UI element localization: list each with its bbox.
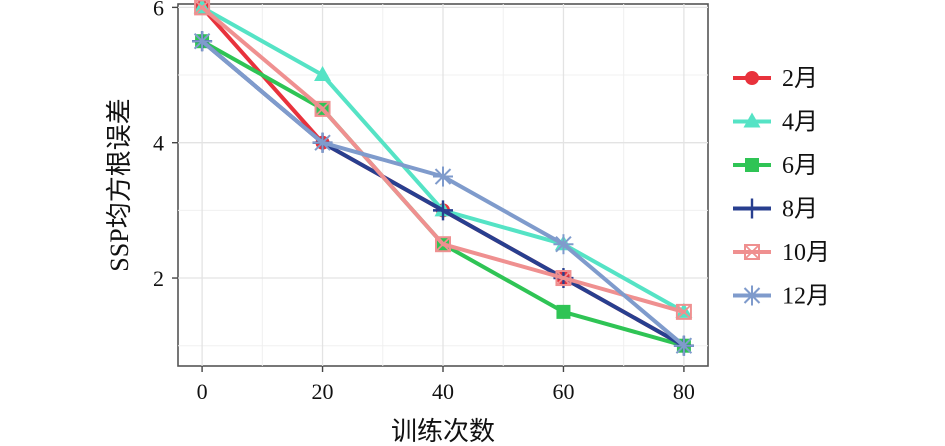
legend-item: 4月 <box>733 110 818 136</box>
data-point <box>435 236 451 253</box>
legend-item: 2月 <box>733 66 818 92</box>
data-point <box>555 270 572 287</box>
data-point <box>675 303 692 320</box>
y-tick-label: 6 <box>153 0 164 20</box>
data-point <box>433 166 453 187</box>
data-point <box>556 304 571 319</box>
x-tick-label: 20 <box>312 379 334 404</box>
y-tick-label: 4 <box>153 131 164 156</box>
legend-label: 12月 <box>782 284 830 310</box>
data-point <box>553 234 574 255</box>
data-point <box>314 100 331 117</box>
legend-label: 10月 <box>782 240 830 266</box>
y-axis-title: SSP均方根误差 <box>105 98 134 271</box>
data-point <box>433 200 453 221</box>
series-lines <box>192 0 694 356</box>
x-tick-label: 40 <box>432 379 454 404</box>
data-point <box>312 132 333 153</box>
x-tick-label: 0 <box>197 379 208 404</box>
axis-ticks: 0 20 40 60 80 2 4 6 <box>153 0 695 404</box>
x-tick-label: 60 <box>552 379 574 404</box>
data-point <box>192 31 213 52</box>
legend-key-marker <box>745 71 759 85</box>
y-tick-label: 2 <box>153 266 164 291</box>
data-point <box>314 66 332 82</box>
series-6 <box>192 31 694 356</box>
x-tick-label: 80 <box>673 379 695 404</box>
legend-key-marker <box>742 285 762 306</box>
legend-item: 10月 <box>733 240 830 266</box>
legend-key-marker <box>745 158 759 172</box>
series-5 <box>194 0 692 320</box>
legend-key-marker <box>743 112 761 128</box>
legend-item: 6月 <box>733 153 818 179</box>
legend-item: 12月 <box>733 284 830 310</box>
legend-key-marker <box>742 198 762 219</box>
legend-label: 6月 <box>782 153 818 179</box>
legend-label: 4月 <box>782 110 818 136</box>
data-point <box>194 0 211 16</box>
legend-item: 8月 <box>733 197 818 223</box>
data-point <box>673 335 694 356</box>
legend: 2月 4月 6月 8月 10月 12月 <box>733 66 830 310</box>
legend-label: 2月 <box>782 66 818 92</box>
legend-key-marker <box>744 244 760 260</box>
x-axis-title: 训练次数 <box>391 417 495 446</box>
legend-label: 8月 <box>782 197 818 223</box>
